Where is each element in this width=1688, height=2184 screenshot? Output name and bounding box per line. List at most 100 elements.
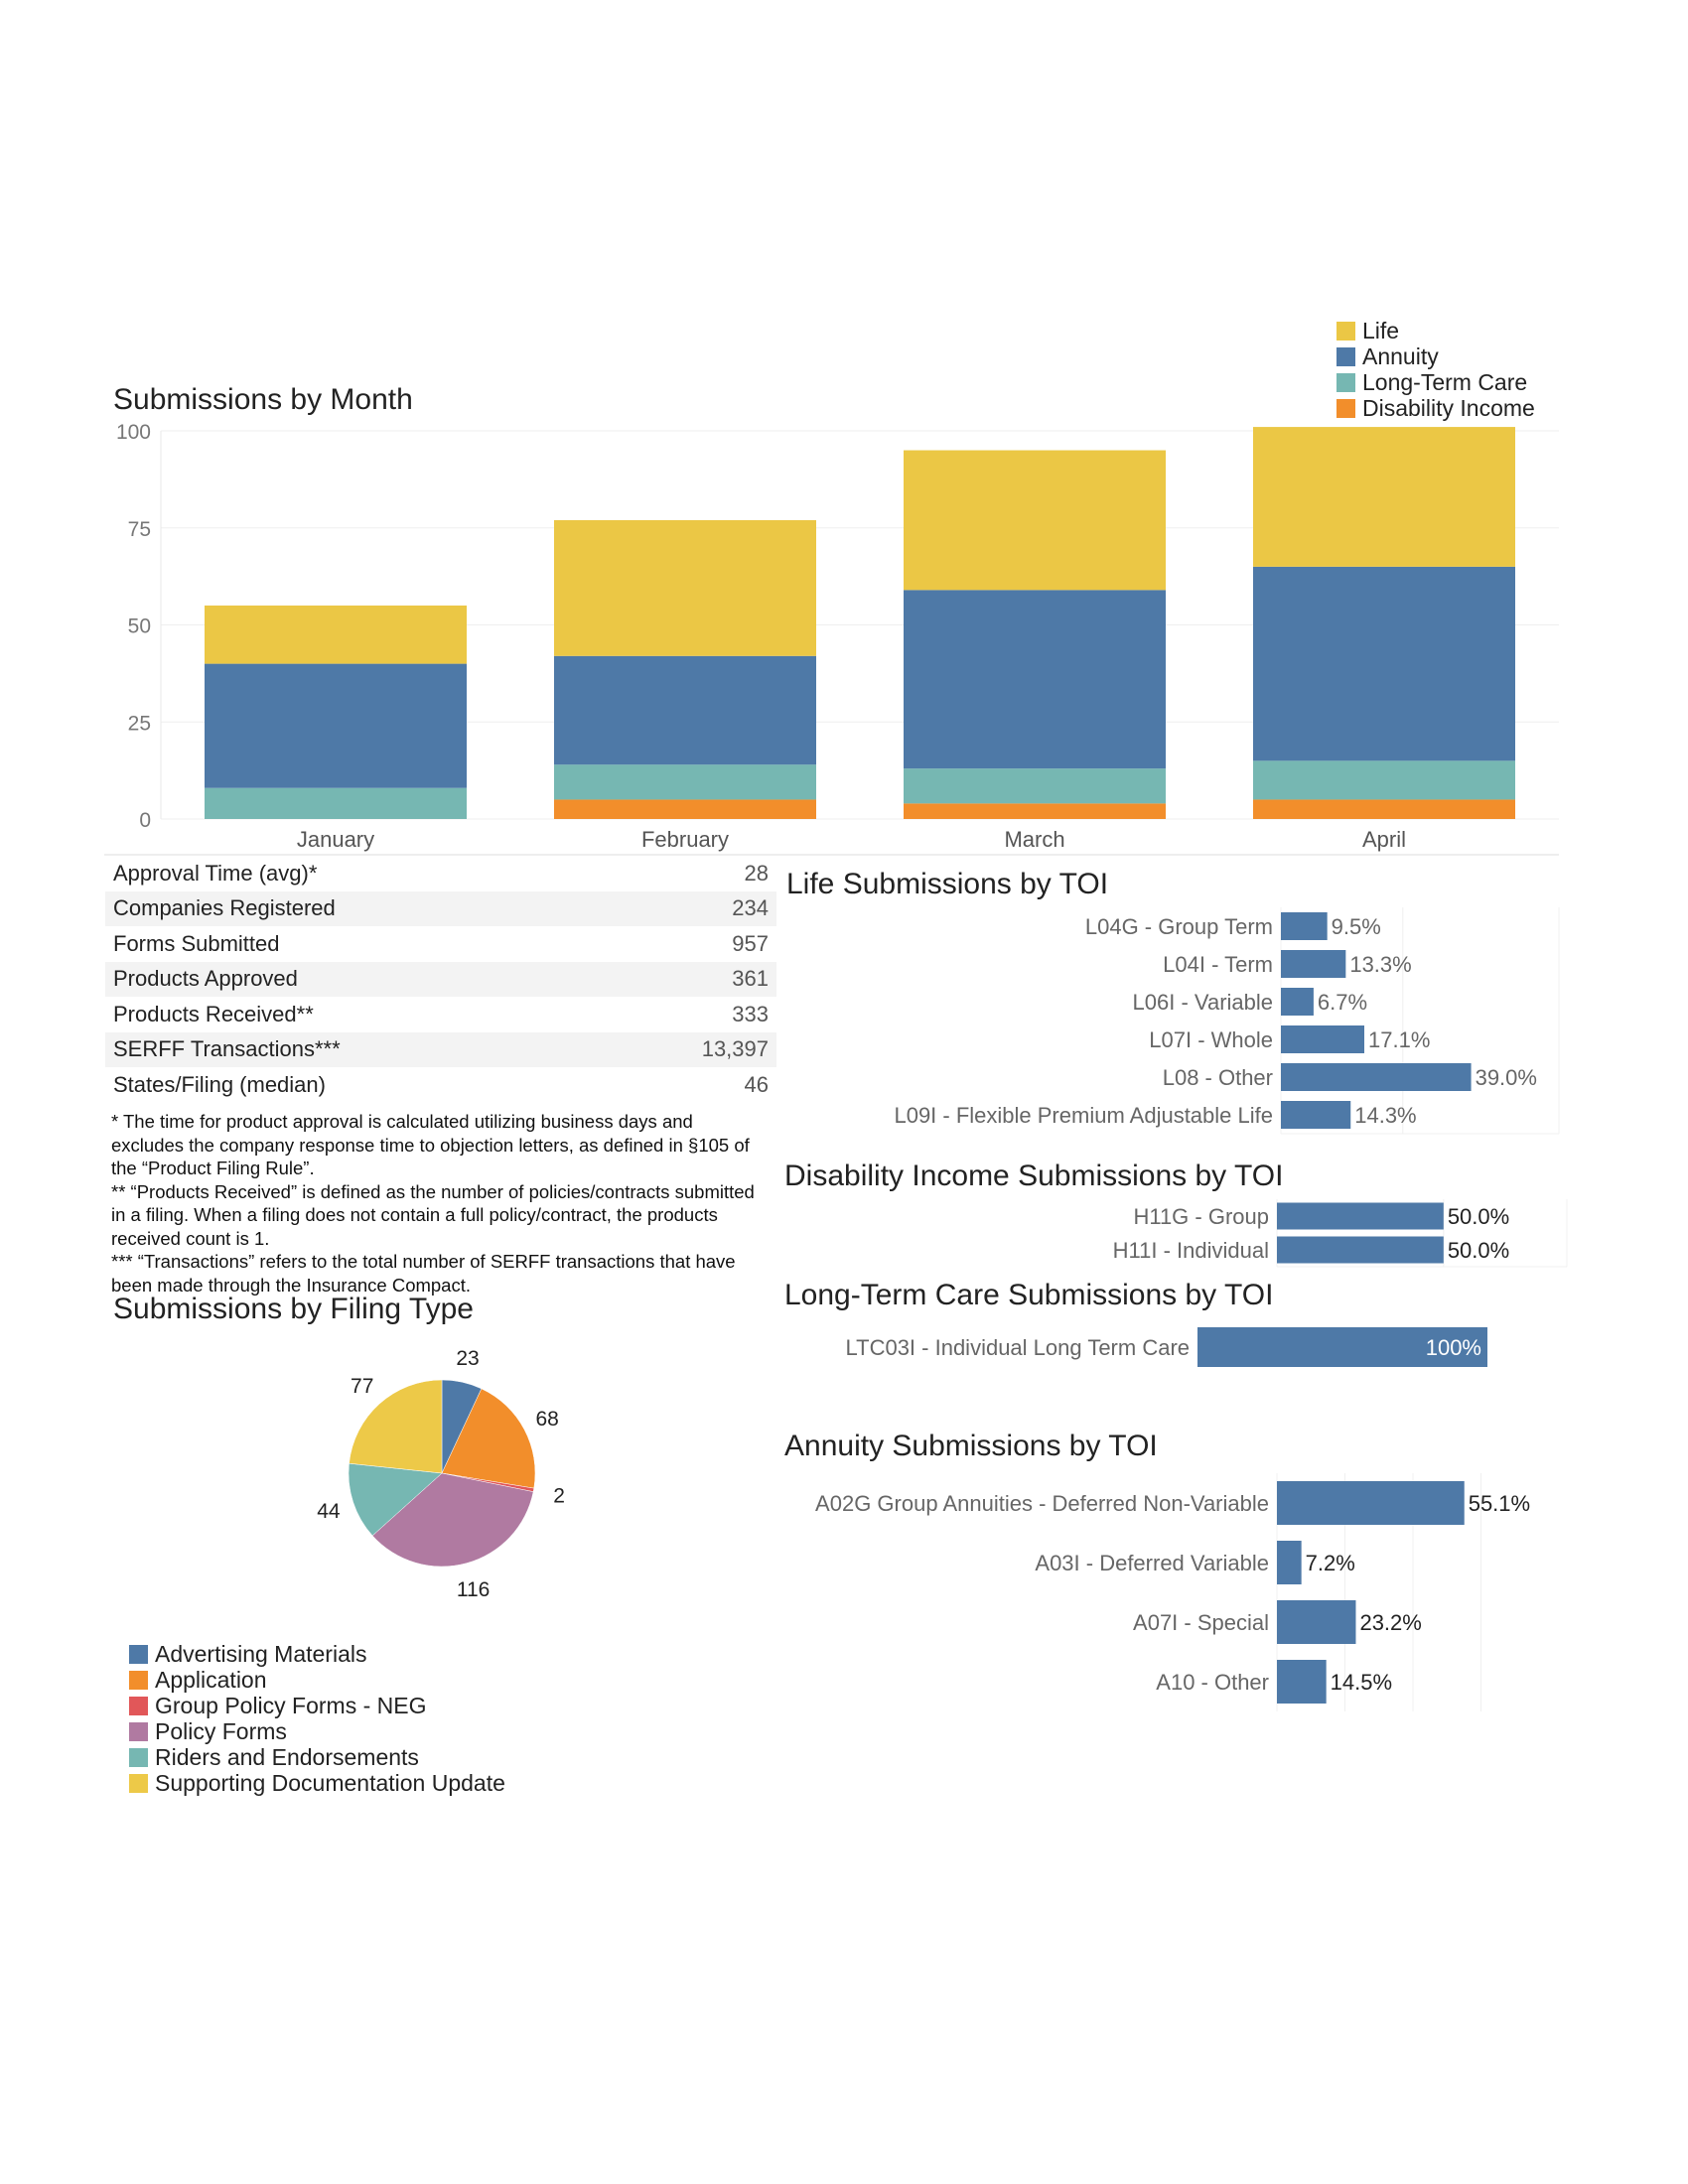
stat-label: Products Approved bbox=[113, 966, 298, 992]
category-label: A07I - Special bbox=[1133, 1610, 1269, 1635]
pie-data-label: 116 bbox=[457, 1578, 490, 1601]
y-tick-label: 0 bbox=[139, 809, 151, 832]
bar-march-disability-income bbox=[904, 803, 1166, 819]
category-label: L04I - Term bbox=[1163, 952, 1273, 977]
month-legend-label: Disability Income bbox=[1362, 395, 1535, 421]
bar-value-label: 13.3% bbox=[1349, 952, 1411, 977]
submissions-by-month-title: Submissions by Month bbox=[113, 383, 413, 416]
bar-l04g-group-term bbox=[1281, 912, 1328, 940]
stat-label: Companies Registered bbox=[113, 895, 336, 921]
footnote-products-received: ** “Products Received” is defined as the… bbox=[111, 1180, 755, 1249]
category-label: L06I - Variable bbox=[1133, 990, 1273, 1015]
category-label: A03I - Deferred Variable bbox=[1035, 1551, 1269, 1575]
bar-march-life bbox=[904, 450, 1166, 591]
filing-type-pie-chart: 23 68 2 116 44 77 bbox=[317, 1350, 565, 1601]
month-legend-label: Long-Term Care bbox=[1362, 369, 1528, 395]
filing-legend-item-group-policy-forms-neg: Group Policy Forms - NEG bbox=[129, 1693, 505, 1718]
pie-data-label: 44 bbox=[317, 1500, 341, 1523]
x-tick-label: April bbox=[1362, 827, 1406, 852]
bar-january-annuity bbox=[205, 663, 467, 788]
bar-l04i-term bbox=[1281, 950, 1346, 978]
stat-value: 28 bbox=[744, 860, 769, 886]
bar-value-label: 55.1% bbox=[1469, 1491, 1530, 1516]
filing-legend-item-advertising-materials: Advertising Materials bbox=[129, 1641, 505, 1667]
stat-label: States/Filing (median) bbox=[113, 1071, 326, 1097]
footnotes: * The time for product approval is calcu… bbox=[111, 1110, 767, 1297]
month-legend-item-annuity: Annuity bbox=[1336, 343, 1535, 369]
y-tick-label: 25 bbox=[128, 712, 151, 735]
filing-legend-label: Policy Forms bbox=[155, 1718, 287, 1744]
stat-value: 13,397 bbox=[701, 1036, 769, 1062]
pie-slice-policy-forms bbox=[371, 1472, 534, 1568]
filing-legend-label: Riders and Endorsements bbox=[155, 1744, 419, 1770]
bar-a07i-special bbox=[1277, 1600, 1356, 1644]
month-legend-item-disability-income: Disability Income bbox=[1336, 395, 1535, 421]
bar-l07i-whole bbox=[1281, 1025, 1364, 1053]
stat-label: SERFF Transactions*** bbox=[113, 1036, 341, 1062]
month-legend-item-life: Life bbox=[1336, 318, 1535, 343]
stat-value: 46 bbox=[744, 1071, 769, 1097]
bar-value-label: 39.0% bbox=[1476, 1065, 1537, 1090]
bar-h11i-individual bbox=[1277, 1236, 1444, 1264]
stat-label: Products Received** bbox=[113, 1001, 314, 1026]
filing-legend-item-riders-and-endorsements: Riders and Endorsements bbox=[129, 1744, 505, 1770]
category-label: H11G - Group bbox=[1133, 1204, 1269, 1229]
y-tick-label: 75 bbox=[128, 518, 151, 541]
month-legend-swatch bbox=[1336, 372, 1355, 392]
bar-january-life bbox=[205, 605, 467, 664]
pie-data-label: 23 bbox=[456, 1350, 479, 1370]
stat-value: 957 bbox=[732, 930, 769, 956]
month-legend: Life Annuity Long-Term Care Disability Inco… bbox=[1336, 318, 1535, 421]
filing-legend-swatch bbox=[129, 1747, 148, 1767]
filing-legend-label: Group Policy Forms - NEG bbox=[155, 1693, 427, 1718]
bar-l06i-variable bbox=[1281, 988, 1314, 1016]
disability-toi-chart: H11G - Group 50.0% H11I - Individual 50.0% bbox=[1113, 1199, 1568, 1268]
stat-row-forms-submitted: Forms Submitted 957 bbox=[105, 926, 776, 962]
stat-row-companies-registered: Companies Registered 234 bbox=[105, 890, 776, 926]
filing-type-legend: Advertising Materials Application Group Po… bbox=[129, 1641, 505, 1796]
y-tick-label: 50 bbox=[128, 615, 151, 638]
pie-slice-riders-and-endorsements bbox=[348, 1462, 443, 1537]
bar-march-long-term-care bbox=[904, 768, 1166, 804]
footnote-transactions: *** “Transactions” refers to the total n… bbox=[111, 1251, 736, 1296]
submissions-by-filing-type-title: Submissions by Filing Type bbox=[113, 1293, 474, 1325]
summary-stats-table: Approval Time (avg)* 28 Companies Register… bbox=[105, 856, 776, 1103]
filing-legend-item-supporting-documentation-update: Supporting Documentation Update bbox=[129, 1770, 505, 1796]
x-tick-label: February bbox=[641, 827, 729, 852]
bar-value-label: 50.0% bbox=[1448, 1204, 1509, 1229]
category-label: A10 - Other bbox=[1156, 1670, 1269, 1695]
filing-legend-swatch bbox=[129, 1644, 148, 1664]
category-label: L08 - Other bbox=[1163, 1065, 1273, 1090]
life-toi-title: Life Submissions by TOI bbox=[786, 868, 1109, 900]
bar-a03i-deferred-variable bbox=[1277, 1541, 1302, 1584]
bar-a10-other bbox=[1277, 1660, 1327, 1704]
footnote-approval-time: * The time for product approval is calcu… bbox=[111, 1111, 750, 1178]
x-tick-label: March bbox=[1004, 827, 1064, 852]
life-toi-chart: L04G - Group Term 9.5% L04I - Term 13.3% L06… bbox=[894, 907, 1560, 1135]
bar-march-annuity bbox=[904, 590, 1166, 769]
category-label: LTC03I - Individual Long Term Care bbox=[846, 1335, 1190, 1360]
bar-value-label: 23.2% bbox=[1359, 1610, 1421, 1635]
bar-april-life bbox=[1253, 427, 1515, 567]
bar-value-label: 6.7% bbox=[1318, 990, 1367, 1015]
bar-april-disability-income bbox=[1253, 799, 1515, 819]
stat-label: Forms Submitted bbox=[113, 930, 280, 956]
month-legend-label: Annuity bbox=[1362, 343, 1439, 369]
stat-row-serff-transactions: SERFF Transactions*** 13,397 bbox=[105, 1031, 776, 1067]
pie-data-label: 77 bbox=[351, 1375, 373, 1398]
bar-value-label: 17.1% bbox=[1368, 1027, 1430, 1052]
bar-february-long-term-care bbox=[554, 764, 816, 800]
filing-legend-item-policy-forms: Policy Forms bbox=[129, 1718, 505, 1744]
ltc-toi-chart: LTC03I - Individual Long Term Care 100% bbox=[846, 1327, 1487, 1367]
bar-april-long-term-care bbox=[1253, 760, 1515, 800]
bar-a02g-group-annuities-deferred-non-variable bbox=[1277, 1481, 1465, 1525]
filing-legend-item-application: Application bbox=[129, 1667, 505, 1693]
bar-l08-other bbox=[1281, 1063, 1472, 1091]
filing-legend-label: Advertising Materials bbox=[155, 1641, 367, 1667]
bar-february-annuity bbox=[554, 655, 816, 765]
x-tick-label: January bbox=[297, 827, 374, 852]
month-legend-item-long-term-care: Long-Term Care bbox=[1336, 369, 1535, 395]
filing-legend-swatch bbox=[129, 1721, 148, 1741]
category-label: L07I - Whole bbox=[1149, 1027, 1273, 1052]
category-label: L04G - Group Term bbox=[1085, 914, 1273, 939]
